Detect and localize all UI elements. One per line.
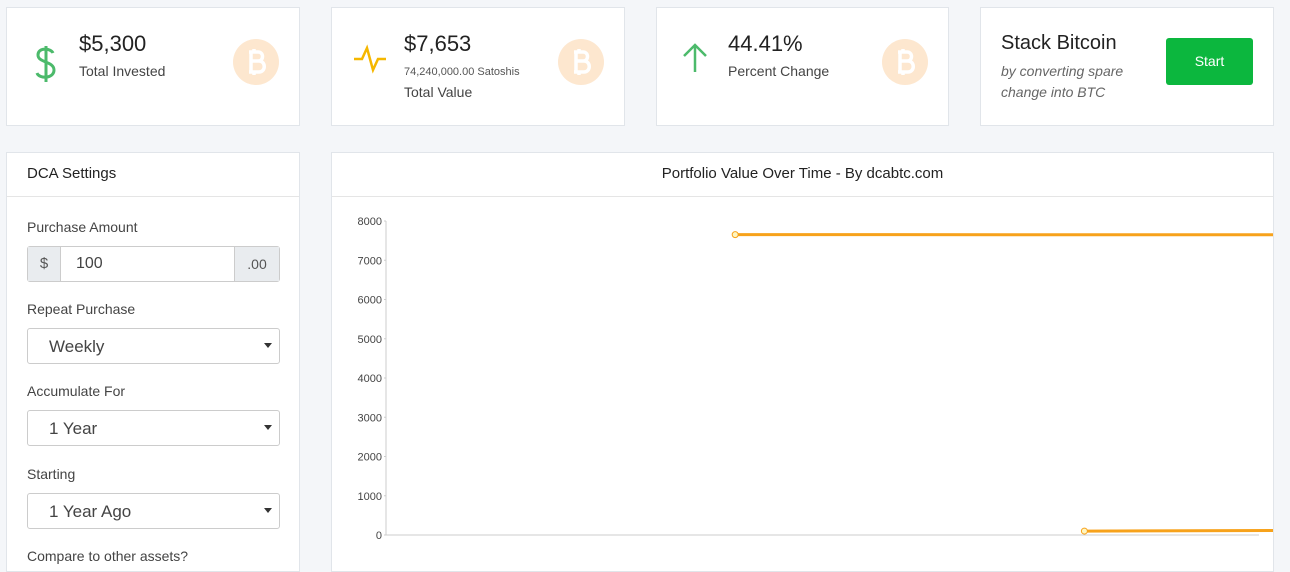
select-arrow [264,343,272,348]
y-tick-label: 4000 [358,373,382,385]
card-label: Percent Change [728,63,830,79]
card-label: Total Invested [79,63,166,79]
select-arrow [264,425,272,430]
chart: 010002000300040005000600070008000Mar 1Ap… [358,216,1273,542]
y-tick-label: 2000 [358,452,382,464]
card: $5,300 Total Invested [6,7,300,126]
select-value: 1 Year [49,419,98,438]
promo-text: change into BTC [1001,84,1106,100]
y-tick-label: 3000 [358,412,382,424]
input-prefix: $ [28,247,61,281]
point [731,231,739,239]
field-label: Accumulate For [27,383,126,399]
arrow-icon [683,43,707,72]
pulse-icon [354,44,386,74]
card-value: $5,300 [79,31,147,56]
divider [332,196,1273,197]
field-label: Repeat Purchase [27,301,136,317]
y-tick-label: 0 [376,530,382,542]
promo-card: Stack Bitcoin by converting spare change… [980,7,1274,126]
select-value: 1 Year Ago [49,502,132,521]
y-tick-label: 8000 [358,216,382,228]
promo-title: Stack Bitcoin [1001,32,1117,54]
start-button[interactable]: Start [1166,38,1253,85]
select[interactable]: Weekly [27,328,280,364]
settings-panel: DCA Settings Purchase Amount $ 100 .00 R… [6,152,300,572]
chart-panel: Portfolio Value Over Time - By dcabtc.co… [331,152,1274,572]
card-value: $7,653 [404,31,472,56]
dollar-icon [35,46,56,82]
card: 44.41% Percent Change [656,7,949,126]
field-label: Starting [27,466,76,482]
field-label: Purchase Amount [27,219,138,235]
line [735,233,1273,533]
y-tick-label: 5000 [358,334,382,346]
select[interactable]: 1 Year [27,410,280,446]
divider [7,196,299,197]
card-value: 44.41% [728,31,803,56]
input-group[interactable]: $ 100 .00 [27,246,280,282]
y-tick-label: 6000 [358,295,382,307]
select-arrow [264,508,272,513]
chart-title: Portfolio Value Over Time - By dcabtc.co… [661,165,944,182]
y-tick-label: 1000 [358,491,382,503]
card-sublabel: 74,240,000.00 Satoshis [404,66,520,78]
select-value: Weekly [49,337,105,356]
btc-icon [882,39,928,85]
promo-text: by converting spare [1001,63,1124,79]
input-suffix: .00 [234,247,279,281]
point [1080,527,1088,535]
card: $7,653 74,240,000.00 Satoshis Total Valu… [331,7,625,126]
btc-icon [233,39,279,85]
y-tick-label: 7000 [358,255,382,267]
input-value: 100 [76,255,103,272]
panel-title: DCA Settings [27,165,117,182]
field-label: Compare to other assets? [27,548,189,564]
btc-icon [558,39,604,85]
select[interactable]: 1 Year Ago [27,493,280,529]
card-label: Total Value [404,84,473,100]
